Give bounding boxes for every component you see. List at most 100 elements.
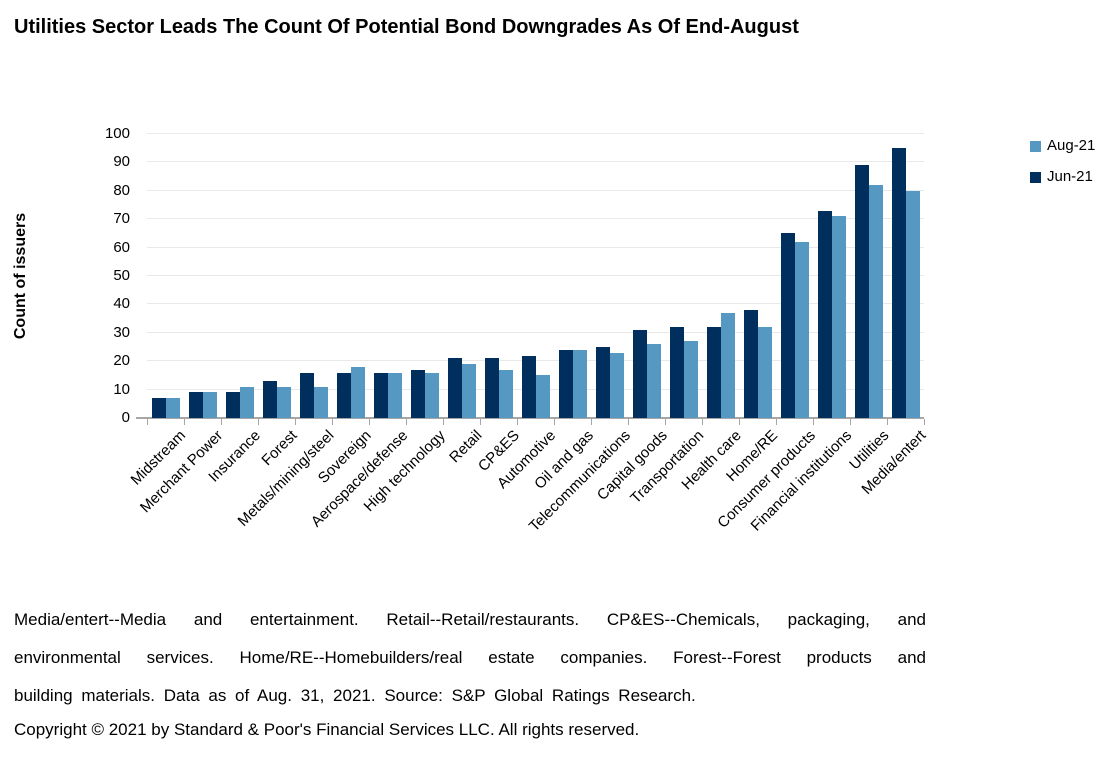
bar-jun-21 <box>521 355 536 418</box>
legend-swatch-aug-21 <box>1030 140 1041 152</box>
bar-jun-21 <box>151 398 166 418</box>
bar-jun-21 <box>373 372 388 418</box>
x-axis-tick <box>628 419 629 425</box>
x-axis-tick <box>924 419 925 425</box>
footnote-copyright: Copyright © 2021 by Standard & Poor's Fi… <box>14 720 640 739</box>
x-axis-tick <box>813 419 814 425</box>
bar-aug-21 <box>313 386 328 418</box>
bar-jun-21 <box>817 210 832 418</box>
bar-aug-21 <box>609 352 624 418</box>
bar-jun-21 <box>484 358 499 418</box>
bar-aug-21 <box>720 312 735 418</box>
gridline <box>147 133 924 134</box>
x-axis-tick <box>702 419 703 425</box>
legend-swatch-jun-21 <box>1030 171 1041 183</box>
x-axis-tick <box>665 419 666 425</box>
bar-aug-21 <box>498 369 513 418</box>
y-tick-label: 30 <box>113 323 130 341</box>
chart-title: Utilities Sector Leads The Count Of Pote… <box>14 16 799 38</box>
bar-aug-21 <box>572 349 587 418</box>
bar-jun-21 <box>558 349 573 418</box>
y-tick-label: 100 <box>104 125 130 142</box>
legend: Aug-21 Jun-21 <box>1030 137 1095 199</box>
x-axis-line <box>136 417 924 419</box>
gridline <box>147 246 924 248</box>
bar-aug-21 <box>350 366 365 418</box>
bar-jun-21 <box>706 327 721 418</box>
gridline <box>147 189 924 191</box>
y-tick-label: 20 <box>113 352 130 370</box>
bar-aug-21 <box>276 386 291 418</box>
bar-aug-21 <box>202 392 217 418</box>
bar-aug-21 <box>757 327 772 418</box>
bar-jun-21 <box>336 372 351 418</box>
bar-aug-21 <box>239 386 254 418</box>
y-tick-label: 60 <box>113 238 130 256</box>
gridline <box>147 275 924 276</box>
gridline <box>147 161 924 163</box>
bar-aug-21 <box>868 185 883 418</box>
bar-jun-21 <box>225 392 240 418</box>
footnote: Media/entert--Media and entertainment. R… <box>14 601 926 745</box>
bar-jun-21 <box>891 148 906 418</box>
bar-jun-21 <box>262 381 277 418</box>
gridline <box>147 360 924 362</box>
legend-label: Aug-21 <box>1047 137 1096 154</box>
x-axis-tick <box>221 419 222 425</box>
y-tick-label: 90 <box>113 153 130 171</box>
bar-aug-21 <box>387 372 402 418</box>
x-axis-labels: Midstream Merchant Power Insurance Forest Me… <box>128 418 930 578</box>
footnote-line: environmental services. Home/RE--Homebui… <box>14 648 926 667</box>
bar-jun-21 <box>632 329 647 418</box>
bar-aug-21 <box>831 216 846 418</box>
y-axis-tick-labels: 0 10 20 30 40 50 60 70 80 90 100 <box>0 125 130 426</box>
plot-area: Midstream Merchant Power Insurance Forest Me… <box>128 133 930 535</box>
x-axis-tick <box>776 419 777 425</box>
y-tick-label: 40 <box>113 295 130 313</box>
bar-aug-21 <box>683 341 698 418</box>
y-tick-label: 10 <box>113 380 130 398</box>
legend-item: Jun-21 <box>1030 168 1095 186</box>
bar-jun-21 <box>743 310 758 418</box>
x-axis-tick <box>369 419 370 425</box>
gridline <box>147 218 924 220</box>
bar-aug-21 <box>535 375 550 418</box>
x-axis-tick <box>443 419 444 425</box>
bar-jun-21 <box>188 392 203 418</box>
bar-aug-21 <box>165 398 180 418</box>
y-tick-label: 0 <box>121 409 130 426</box>
x-axis-tick <box>887 419 888 425</box>
x-axis-tick <box>850 419 851 425</box>
bar-aug-21 <box>794 241 809 418</box>
bar-jun-21 <box>669 327 684 418</box>
x-axis-tick <box>739 419 740 425</box>
x-axis-tick <box>406 419 407 425</box>
bar-aug-21 <box>905 190 920 418</box>
bar-jun-21 <box>447 358 462 418</box>
x-axis-tick <box>480 419 481 425</box>
y-tick-label: 80 <box>113 181 130 199</box>
gridline <box>147 303 924 305</box>
x-axis-tick <box>332 419 333 425</box>
y-tick-label: 50 <box>113 267 130 284</box>
bar-aug-21 <box>424 372 439 418</box>
x-axis-tick <box>554 419 555 425</box>
bar-aug-21 <box>646 344 661 418</box>
x-axis-tick <box>147 419 148 425</box>
x-axis-tick <box>295 419 296 425</box>
bar-jun-21 <box>595 347 610 418</box>
bar-aug-21 <box>461 364 476 418</box>
legend-label: Jun-21 <box>1047 168 1093 185</box>
legend-item: Aug-21 <box>1030 137 1095 155</box>
y-tick-label: 70 <box>113 210 130 228</box>
x-axis-tick <box>184 419 185 425</box>
gridline <box>147 331 924 333</box>
bar-jun-21 <box>299 372 314 418</box>
x-axis-tick <box>591 419 592 425</box>
bar-jun-21 <box>780 233 795 418</box>
x-axis-tick <box>517 419 518 425</box>
footnote-line: building materials. Data as of Aug. 31, … <box>14 686 696 705</box>
footnote-line: Media/entert--Media and entertainment. R… <box>14 610 926 629</box>
bar-jun-21 <box>410 369 425 418</box>
